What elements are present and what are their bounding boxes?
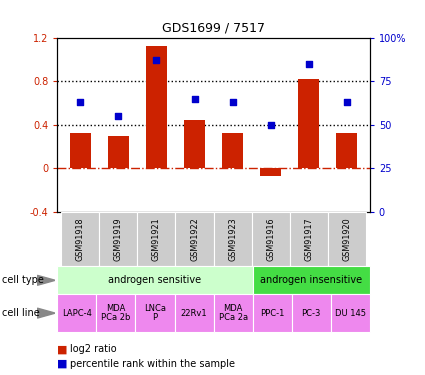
Text: PPC-1: PPC-1: [260, 309, 284, 318]
Bar: [57, 294, 96, 332]
Text: LAPC-4: LAPC-4: [62, 309, 92, 318]
Bar: [328, 212, 366, 266]
Bar: [136, 294, 175, 332]
Bar: [290, 212, 328, 266]
Bar: [260, 168, 281, 176]
Text: DU 145: DU 145: [335, 309, 366, 318]
Bar: [70, 134, 91, 168]
Text: androgen insensitive: androgen insensitive: [260, 275, 362, 285]
Bar: [337, 134, 357, 168]
Polygon shape: [37, 275, 55, 285]
Text: androgen sensitive: androgen sensitive: [108, 275, 201, 285]
Point: [77, 99, 84, 105]
Bar: [214, 212, 252, 266]
Text: GSM91916: GSM91916: [266, 217, 275, 261]
Text: percentile rank within the sample: percentile rank within the sample: [70, 359, 235, 369]
Polygon shape: [37, 308, 55, 318]
Bar: [176, 212, 214, 266]
Text: GSM91919: GSM91919: [114, 217, 123, 261]
Text: log2 ratio: log2 ratio: [70, 345, 117, 354]
Text: MDA
PCa 2a: MDA PCa 2a: [218, 304, 248, 322]
Text: GSM91923: GSM91923: [228, 217, 237, 261]
Bar: [175, 294, 213, 332]
Text: cell type: cell type: [2, 275, 44, 285]
Bar: [96, 294, 136, 332]
Text: LNCa
P: LNCa P: [144, 304, 166, 322]
Bar: [298, 79, 319, 168]
Bar: [137, 212, 176, 266]
Bar: [252, 294, 292, 332]
Point: [115, 113, 122, 119]
Bar: [252, 266, 370, 294]
Bar: [108, 136, 129, 168]
Bar: [184, 120, 205, 168]
Bar: [292, 294, 331, 332]
Point: [343, 99, 350, 105]
Point: [229, 99, 236, 105]
Text: GSM91921: GSM91921: [152, 217, 161, 261]
Text: MDA
PCa 2b: MDA PCa 2b: [101, 304, 130, 322]
Bar: [213, 294, 252, 332]
Bar: [146, 46, 167, 168]
Bar: [331, 294, 370, 332]
Text: ■: ■: [57, 345, 68, 354]
Text: GSM91922: GSM91922: [190, 217, 199, 261]
Bar: [222, 134, 243, 168]
Text: GSM91917: GSM91917: [304, 217, 313, 261]
Text: ■: ■: [57, 359, 68, 369]
Point: [306, 61, 312, 67]
Text: GSM91920: GSM91920: [343, 217, 351, 261]
Bar: [61, 212, 99, 266]
Bar: [99, 212, 137, 266]
Text: PC-3: PC-3: [301, 309, 321, 318]
Bar: [57, 266, 252, 294]
Title: GDS1699 / 7517: GDS1699 / 7517: [162, 22, 265, 35]
Point: [267, 122, 274, 128]
Bar: [252, 212, 290, 266]
Text: cell line: cell line: [2, 308, 40, 318]
Text: GSM91918: GSM91918: [76, 217, 85, 261]
Text: 22Rv1: 22Rv1: [181, 309, 207, 318]
Point: [191, 96, 198, 102]
Point: [153, 57, 160, 63]
